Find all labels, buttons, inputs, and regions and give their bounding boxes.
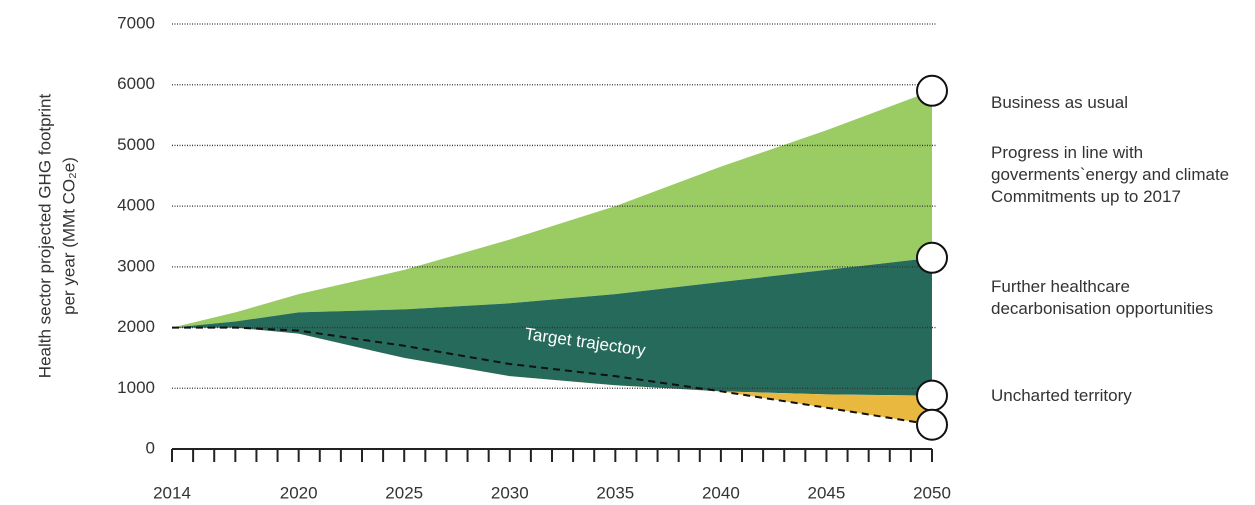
legend-entry: Business as usual [991, 93, 1129, 112]
y-tick-label: 3000 [117, 256, 155, 275]
y-axis-label: per year (MMt CO₂e) [59, 157, 78, 315]
x-tick-label: 2025 [385, 483, 423, 502]
x-tick-label: 2050 [913, 483, 951, 502]
target-line [172, 326, 933, 426]
y-tick-label: 0 [146, 438, 155, 457]
end-marker [916, 408, 948, 441]
y-tick-label: 6000 [117, 74, 155, 93]
x-tick-label: 2035 [596, 483, 634, 502]
x-tick-label: 2045 [808, 483, 846, 502]
legend-entry: Progress in line with goverments`energy … [991, 143, 1230, 206]
x-tick-label: 2014 [153, 483, 191, 502]
x-tick-label: 2020 [280, 483, 318, 502]
area-band [172, 257, 932, 396]
y-tick-label: 2000 [117, 317, 155, 336]
y-tick-label: 7000 [117, 13, 155, 32]
area-band [172, 90, 932, 328]
x-tick-label: 2040 [702, 483, 740, 502]
end-marker [916, 379, 948, 412]
y-axis-label: Health sector projected GHG footprint [35, 94, 54, 379]
y-tick-label: 4000 [117, 196, 155, 215]
y-tick-label: 1000 [117, 378, 155, 397]
legend-entry: Further healthcare decarbonisation oppor… [991, 277, 1214, 318]
end-marker [916, 241, 948, 274]
legend-entry: Uncharted territory [991, 386, 1132, 405]
x-tick-label: 2030 [491, 483, 529, 502]
end-marker [916, 74, 948, 107]
y-tick-label: 5000 [117, 135, 155, 154]
